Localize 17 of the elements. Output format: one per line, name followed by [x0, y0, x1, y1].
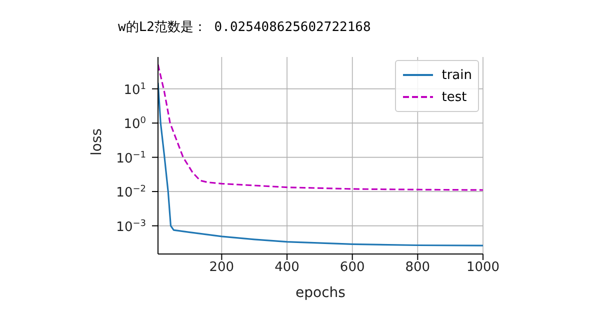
y-tick-label: 10$^{0}$: [124, 116, 146, 132]
x-tick-label: 600: [340, 260, 365, 276]
legend-label: train: [442, 68, 472, 82]
x-tick-label: 200: [209, 260, 234, 276]
legend-label: test: [442, 90, 467, 104]
y-axis-title: loss: [88, 128, 105, 156]
line-series: [158, 64, 483, 191]
chart-title: w的L2范数是： 0.025408625602722168: [118, 19, 371, 36]
y-tick-label: 10$^{−2}$: [116, 184, 146, 201]
x-axis-title: epochs: [296, 285, 346, 301]
x-tick-label: 800: [405, 260, 430, 276]
y-tick-label: 10$^{−3}$: [116, 218, 146, 235]
x-tick-label: 400: [274, 260, 300, 276]
x-tick-label: 1000: [466, 260, 500, 276]
y-tick-label: 10$^{1}$: [124, 82, 146, 98]
line-series: [158, 82, 483, 246]
y-tick-label: 10$^{−1}$: [116, 150, 146, 166]
